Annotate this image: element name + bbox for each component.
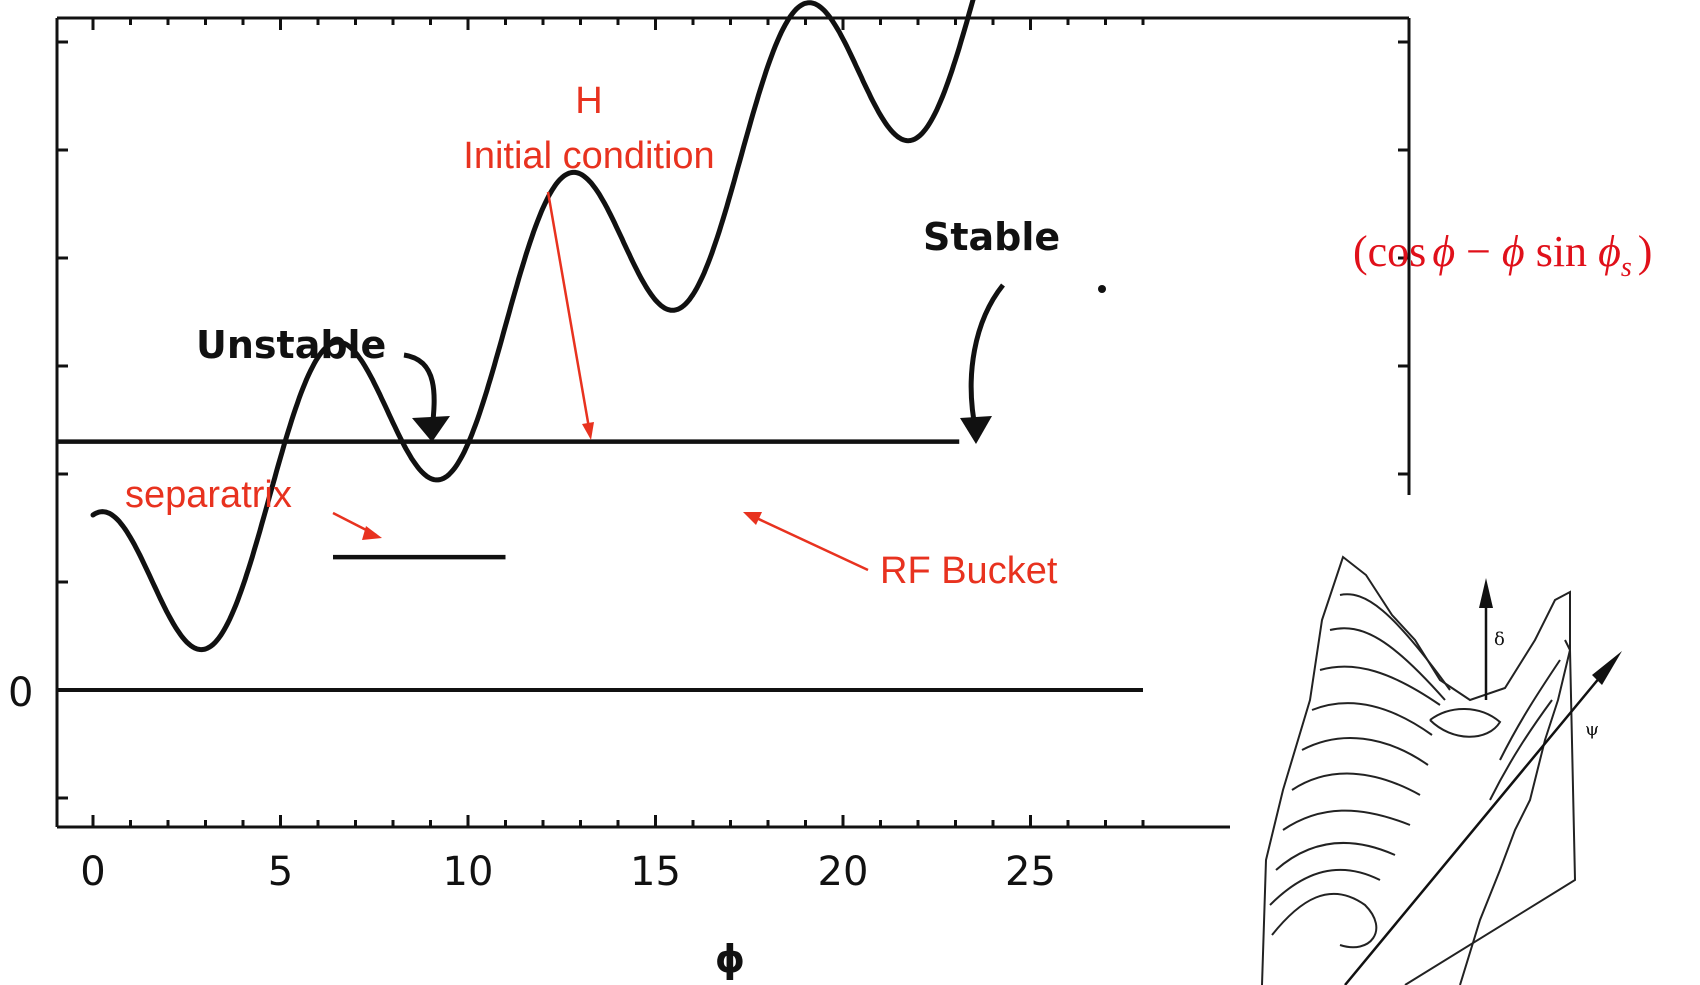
inset-contour-8 [1319,665,1441,706]
inset-contour-11 [1429,708,1502,738]
formula-open-paren: ( [1353,227,1368,276]
formula-phi-2: ϕ [1502,227,1525,276]
initial-condition-arrow [546,191,591,429]
inset-contour-1 [1271,892,1378,949]
curve-formula: (cos ϕ − ϕ sin ϕs) [1353,227,1652,283]
stable-arrow [968,283,1005,433]
inset-contour-6 [1301,737,1429,766]
inset-contour-4 [1282,809,1411,831]
formula-phi-3: ϕ [1598,227,1621,276]
inset-contour-3 [1275,842,1396,871]
stable-label: Stable [923,215,1060,259]
unstable-arrow-head [412,416,450,442]
inset-contour-12 [1499,659,1561,761]
rf-bucket-arrow-head [743,512,762,525]
rf-bucket-label: RF Bucket [880,550,1058,592]
inset-delta-arrow-head [1479,578,1493,608]
stable-dot [1098,285,1106,293]
x-tick-labels: 0 5 10 15 20 25 [80,849,1056,895]
inset-contour-13 [1489,699,1553,801]
formula-minus: − [1455,227,1502,276]
formula-subscript-s: s [1621,252,1632,283]
initial-condition-arrow-head [582,422,594,440]
x-tick-label: 10 [443,849,494,895]
x-tick-label: 0 [80,849,105,895]
potential-curve [90,0,976,653]
x-tick-label: 25 [1005,849,1056,895]
inset-delta-label: δ [1494,629,1505,650]
inset-axes: δ ψ [1344,578,1622,985]
inset-contour-2 [1269,868,1381,906]
x-tick-label: 20 [818,849,869,895]
formula-close-paren: ) [1638,227,1653,276]
x-tick-label: 15 [630,849,681,895]
inset-plane [1404,639,1577,985]
formula-phi-1: ϕ [1432,227,1455,276]
frame-ticks [57,18,1409,827]
inset-contour-7 [1311,702,1433,736]
inset-contour-5 [1291,772,1421,796]
separatrix-label: separatrix [125,474,292,516]
rf-bucket-arrow [749,513,869,572]
inset-phase-space-surface [1261,555,1577,985]
x-axis-label: ϕ [715,937,745,981]
inset-psi-axis [1344,664,1611,985]
y-tick-zero: 0 [8,670,33,716]
h-label: H [575,80,602,122]
initial-condition-label: Initial condition [463,135,714,177]
formula-cos: cos [1368,227,1427,276]
stable-arrow-head [960,416,992,444]
inset-contour-10 [1339,593,1451,691]
x-tick-label: 5 [268,849,293,895]
plot-frame [55,16,1411,829]
inset-surface-outline [1261,555,1571,985]
separatrix-arrow-head [362,526,382,540]
unstable-label: Unstable [196,323,386,367]
inset-psi-label: ψ [1585,719,1599,740]
formula-sin: sin [1525,227,1598,276]
inset-contour-9 [1329,627,1446,701]
inset-psi-arrow-head [1592,651,1622,685]
